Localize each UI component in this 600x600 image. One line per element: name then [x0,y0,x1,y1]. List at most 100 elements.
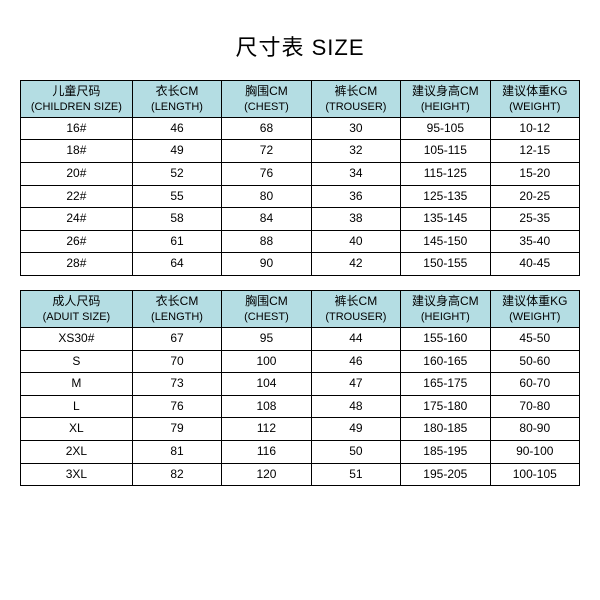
table-cell: 47 [311,373,400,396]
table-row: L7610848175-18070-80 [21,395,580,418]
table-cell: M [21,373,133,396]
table-cell: 185-195 [401,440,490,463]
table-cell: 120 [222,463,311,486]
table-cell: XS30# [21,327,133,350]
table-cell: 24# [21,208,133,231]
table-cell: 32 [311,140,400,163]
table-cell: 40-45 [490,253,579,276]
table-cell: 145-150 [401,230,490,253]
table-cell: 3XL [21,463,133,486]
table-cell: 90-100 [490,440,579,463]
table-cell: 67 [132,327,221,350]
table-row: 20#527634115-12515-20 [21,163,580,186]
table-cell: 180-185 [401,418,490,441]
size-chart-page: 尺寸表 SIZE 儿童尺码(CHILDREN SIZE) 衣长CM(LENGTH… [0,0,600,506]
col-weight: 建议体重KG(WEIGHT) [490,291,579,328]
table-cell: 105-115 [401,140,490,163]
table-cell: 68 [222,117,311,140]
table-cell: S [21,350,133,373]
table-cell: 34 [311,163,400,186]
table-cell: 115-125 [401,163,490,186]
table-cell: 95 [222,327,311,350]
table-cell: 80-90 [490,418,579,441]
table-cell: 90 [222,253,311,276]
table-cell: 135-145 [401,208,490,231]
table-cell: 165-175 [401,373,490,396]
table-cell: 155-160 [401,327,490,350]
col-adult-size: 成人尺码(ADUIT SIZE) [21,291,133,328]
table-cell: 30 [311,117,400,140]
table-cell: 40 [311,230,400,253]
table-cell: 46 [311,350,400,373]
table-cell: 104 [222,373,311,396]
table-cell: 15-20 [490,163,579,186]
table-row: 26#618840145-15035-40 [21,230,580,253]
table-cell: 76 [222,163,311,186]
table-cell: 150-155 [401,253,490,276]
table-cell: 80 [222,185,311,208]
table-spacer [20,276,580,290]
table-row: 22#558036125-13520-25 [21,185,580,208]
table-cell: 95-105 [401,117,490,140]
table-cell: 125-135 [401,185,490,208]
table-cell: 112 [222,418,311,441]
table-cell: 76 [132,395,221,418]
table-cell: 81 [132,440,221,463]
table-cell: 195-205 [401,463,490,486]
table-cell: 20# [21,163,133,186]
table-row: XL7911249180-18580-90 [21,418,580,441]
table-cell: 51 [311,463,400,486]
table-cell: 28# [21,253,133,276]
table-cell: 18# [21,140,133,163]
table-cell: 22# [21,185,133,208]
table-cell: 48 [311,395,400,418]
col-height: 建议身高CM(HEIGHT) [401,291,490,328]
table-cell: L [21,395,133,418]
table-cell: 10-12 [490,117,579,140]
table-cell: 73 [132,373,221,396]
table-cell: 49 [132,140,221,163]
col-trouser: 裤长CM(TROUSER) [311,291,400,328]
col-height: 建议身高CM(HEIGHT) [401,81,490,118]
table-cell: 58 [132,208,221,231]
col-trouser: 裤长CM(TROUSER) [311,81,400,118]
adult-body: XS30#679544155-16045-50S7010046160-16550… [21,327,580,485]
table-cell: 82 [132,463,221,486]
table-cell: 88 [222,230,311,253]
table-cell: 61 [132,230,221,253]
table-row: S7010046160-16550-60 [21,350,580,373]
table-cell: 70 [132,350,221,373]
table-cell: 55 [132,185,221,208]
table-row: 28#649042150-15540-45 [21,253,580,276]
table-cell: XL [21,418,133,441]
table-row: 2XL8111650185-19590-100 [21,440,580,463]
table-cell: 72 [222,140,311,163]
col-weight: 建议体重KG(WEIGHT) [490,81,579,118]
col-chest: 胸围CM(CHEST) [222,81,311,118]
table-cell: 45-50 [490,327,579,350]
table-cell: 100 [222,350,311,373]
table-row: 18#497232105-11512-15 [21,140,580,163]
table-cell: 70-80 [490,395,579,418]
table-cell: 60-70 [490,373,579,396]
col-chest: 胸围CM(CHEST) [222,291,311,328]
table-cell: 46 [132,117,221,140]
table-cell: 16# [21,117,133,140]
col-length: 衣长CM(LENGTH) [132,291,221,328]
table-cell: 2XL [21,440,133,463]
table-cell: 38 [311,208,400,231]
table-cell: 20-25 [490,185,579,208]
col-children-size: 儿童尺码(CHILDREN SIZE) [21,81,133,118]
table-cell: 50 [311,440,400,463]
table-cell: 116 [222,440,311,463]
table-cell: 42 [311,253,400,276]
table-row: M7310447165-17560-70 [21,373,580,396]
table-cell: 12-15 [490,140,579,163]
table-cell: 64 [132,253,221,276]
adult-size-table: 成人尺码(ADUIT SIZE) 衣长CM(LENGTH) 胸围CM(CHEST… [20,290,580,486]
table-row: 16#46683095-10510-12 [21,117,580,140]
children-size-table: 儿童尺码(CHILDREN SIZE) 衣长CM(LENGTH) 胸围CM(CH… [20,80,580,276]
table-row: XS30#679544155-16045-50 [21,327,580,350]
table-cell: 44 [311,327,400,350]
table-cell: 25-35 [490,208,579,231]
